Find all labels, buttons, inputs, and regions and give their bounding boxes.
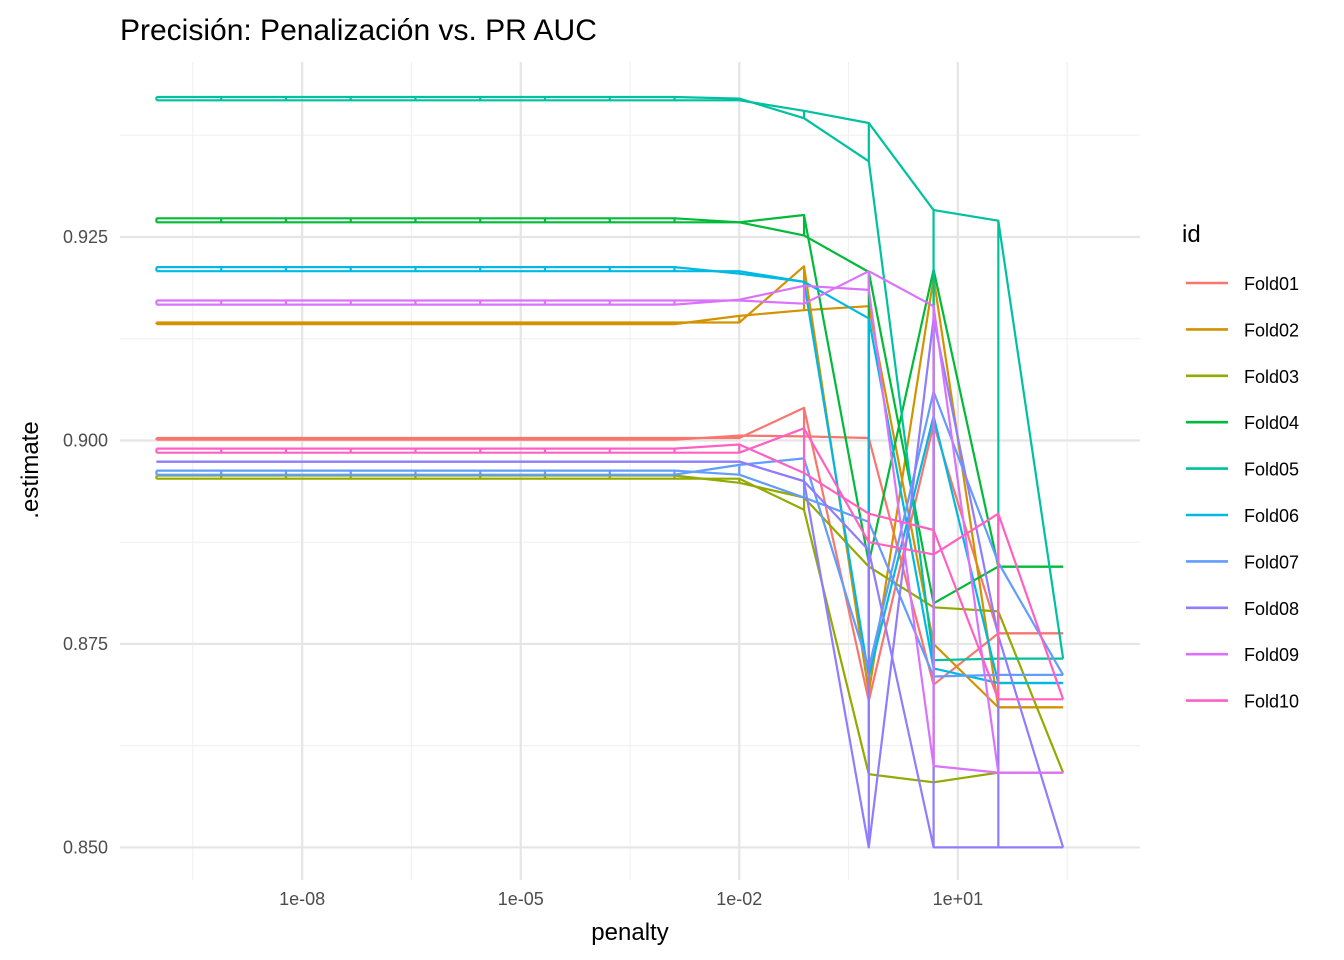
y-tick-label: 0.875: [63, 634, 108, 654]
chart-title: Precisión: Penalización vs. PR AUC: [120, 14, 597, 47]
legend-label: Fold01: [1244, 274, 1299, 294]
legend-label: Fold07: [1244, 552, 1299, 572]
series-line: [156, 266, 1064, 685]
series-line: [156, 474, 1065, 774]
legend-label: Fold08: [1244, 599, 1299, 619]
series-line: [156, 406, 1064, 702]
legend-items: Fold01 Fold02 Fold03 Fold04 Fold05 Fold06 Fold…: [1186, 274, 1299, 712]
series-line: [156, 99, 1065, 659]
legend: id Fold01Fold02Fold03Fold04Fold05Fold06F…: [1182, 221, 1299, 712]
series-fold04: [155, 213, 1064, 605]
y-tick-label: 0.850: [63, 837, 108, 857]
legend-label: Fold04: [1244, 413, 1299, 433]
x-axis: 1e-08 1e-05 1e-02 1e+01: [279, 889, 983, 909]
legend-item: Fold09: [1186, 645, 1299, 665]
legend-label: Fold06: [1244, 506, 1299, 526]
legend-item: Fold10: [1186, 692, 1299, 712]
legend-item: Fold01: [1186, 274, 1299, 294]
legend-item: Fold04: [1186, 413, 1299, 433]
series-fold02: [155, 265, 1064, 709]
legend-item: Fold07: [1186, 552, 1299, 572]
legend-item: Fold02: [1186, 320, 1299, 340]
x-axis-title: penalty: [591, 919, 668, 946]
legend-item: Fold05: [1186, 460, 1299, 480]
series-line: [156, 443, 1064, 701]
legend-label: Fold09: [1244, 645, 1299, 665]
legend-label: Fold02: [1244, 320, 1299, 340]
series-line: [156, 427, 1065, 700]
legend-label: Fold10: [1244, 692, 1299, 712]
legend-label: Fold03: [1244, 367, 1299, 387]
legend-item: Fold06: [1186, 506, 1299, 526]
y-tick-label: 0.900: [63, 430, 108, 450]
x-tick-label: 1e-05: [498, 889, 544, 909]
series-fold08: [156, 317, 1065, 849]
series-line: [156, 390, 1065, 676]
series-line: [156, 460, 1064, 849]
series-line: [156, 217, 1064, 605]
series-line: [156, 265, 1064, 709]
legend-item: Fold03: [1186, 367, 1299, 387]
x-tick-label: 1e+01: [933, 889, 984, 909]
series-line: [156, 317, 1065, 849]
x-tick-label: 1e-08: [279, 889, 325, 909]
series-line: [156, 270, 1064, 774]
series-fold09: [155, 270, 1064, 774]
y-axis: 0.850 0.875 0.900 0.925: [63, 227, 108, 857]
series-fold10: [155, 427, 1065, 701]
y-axis-title: .estimate: [17, 421, 44, 518]
legend-label: Fold05: [1244, 460, 1299, 480]
series-line: [156, 305, 1064, 709]
y-tick-label: 0.925: [63, 227, 108, 247]
legend-item: Fold08: [1186, 599, 1299, 619]
series-line: [156, 284, 1064, 774]
plot-area: [155, 95, 1065, 849]
legend-title: id: [1182, 221, 1201, 248]
x-tick-label: 1e-02: [716, 889, 762, 909]
